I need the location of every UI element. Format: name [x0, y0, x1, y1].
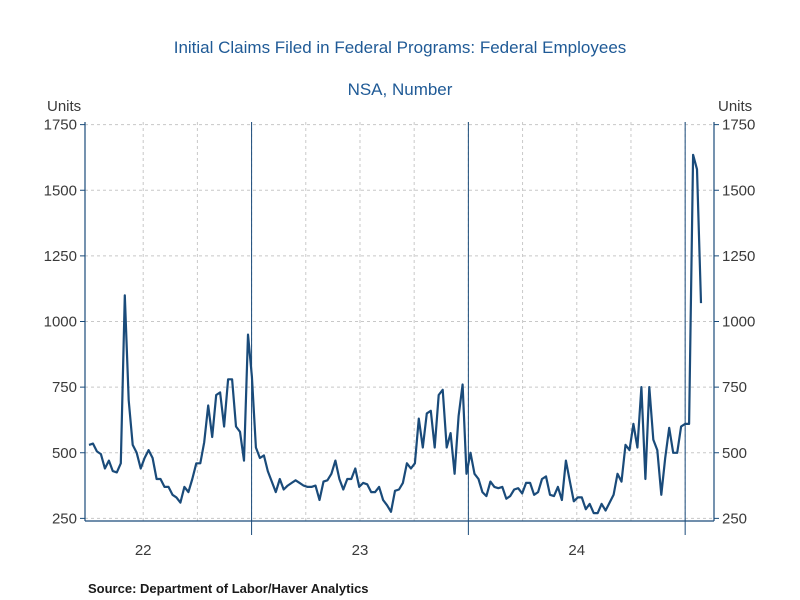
y-tick-label-right: 1750	[722, 117, 755, 134]
y-tick-label-left: 1250	[44, 248, 77, 265]
y-tick-label-right: 250	[722, 510, 747, 527]
x-ticks: 22 23 24	[135, 122, 686, 559]
chart-title: Initial Claims Filed in Federal Programs…	[173, 38, 627, 57]
x-year-label: 24	[568, 542, 585, 559]
y-tick-label-right: 750	[722, 379, 747, 396]
series-line	[88, 153, 703, 515]
source-note: Source: Department of Labor/Haver Analyt…	[88, 581, 369, 596]
y-tick-label-left: 500	[52, 445, 77, 462]
x-year-label: 23	[352, 542, 369, 559]
left-unit-label: Units	[47, 98, 81, 115]
y-tick-label-left: 1750	[44, 117, 77, 134]
y-tick-label-left: 750	[52, 379, 77, 396]
x-year-label: 22	[135, 542, 152, 559]
right-unit-label: Units	[718, 98, 752, 115]
y-ticks: 250 250 500 500 750 750 1000 1000 1250 1250 1500 15…	[44, 117, 756, 528]
y-tick-label-left: 250	[52, 510, 77, 527]
chart-subtitle: NSA, Number	[347, 80, 453, 99]
y-tick-label-right: 1000	[722, 314, 755, 331]
grid-lines	[85, 122, 714, 521]
y-tick-label-right: 1250	[722, 248, 755, 265]
y-tick-label-left: 1500	[44, 182, 77, 199]
y-tick-label-right: 500	[722, 445, 747, 462]
y-tick-label-right: 1500	[722, 182, 755, 199]
y-tick-label-left: 1000	[44, 314, 77, 331]
